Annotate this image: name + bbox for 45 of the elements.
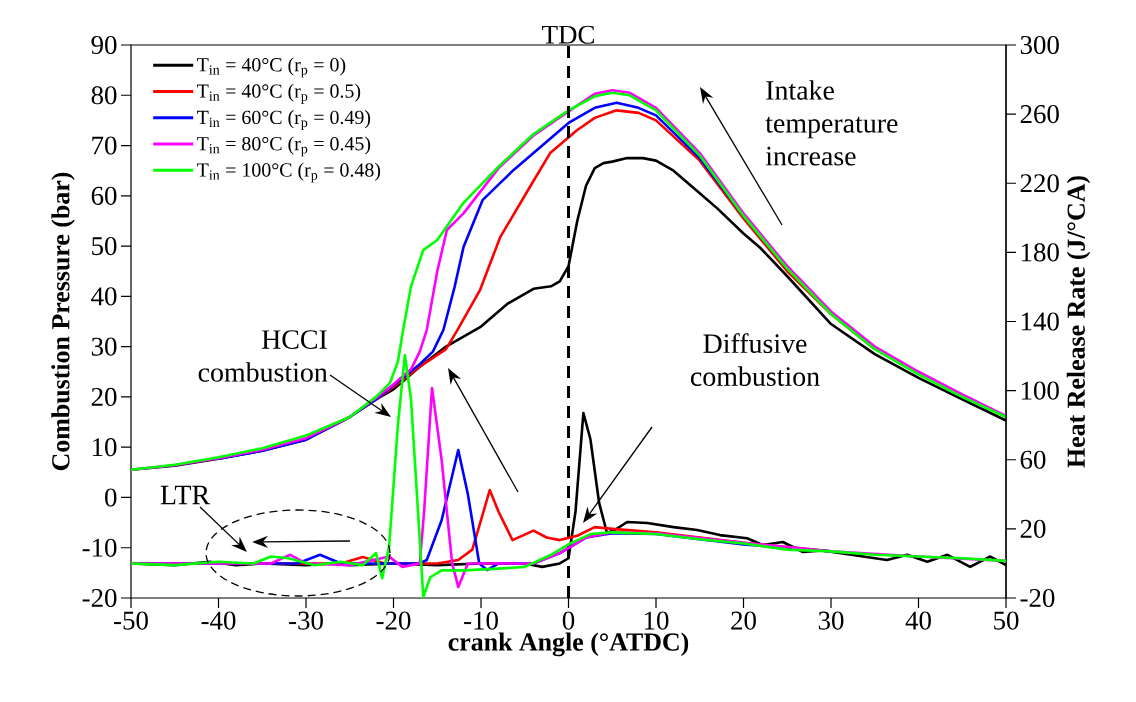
x-tick-label: 30 [818, 611, 844, 630]
ref-line-label: TDC [542, 25, 594, 44]
x-tick-label: -50 [114, 611, 148, 630]
x-tick-label: -30 [289, 611, 323, 630]
y2-tick-label: 180 [1021, 243, 1059, 262]
y-tick-label: 30 [91, 337, 117, 356]
x-tick-label: 10 [644, 611, 669, 630]
y-tick-label: 0 [105, 488, 117, 507]
legend-label: T$_{in}$ = 80°C (r$_{p}$ = 0.45) [197, 136, 371, 157]
annotation: LTR [160, 485, 211, 505]
y-tick-label: 40 [91, 287, 117, 306]
x-tick-label: 0 [562, 611, 575, 630]
y2-tick-label: 300 [1020, 35, 1059, 55]
y-tick-label: 50 [92, 237, 117, 256]
x-tick-label: -20 [376, 611, 411, 630]
y2-axis-title: Heat Release Rate (J/°CA) [1066, 176, 1091, 468]
annotation: Diffusive combustion [690, 333, 820, 386]
y-tick-label: -20 [82, 588, 117, 608]
y2-tick-label: 20 [1020, 519, 1046, 538]
y-tick-label: 70 [92, 136, 117, 155]
y2-tick-label: 60 [1020, 450, 1046, 469]
y2-tick-label: 260 [1020, 105, 1059, 124]
y2-tick-label: 220 [1020, 174, 1059, 193]
annotation: HCCI combustion [198, 330, 328, 382]
x-tick-label: -10 [464, 611, 498, 630]
legend-label: T$_{in}$ = 40°C (r$_{p}$ = 0.5) [197, 83, 361, 104]
legend-label: T$_{in}$ = 100°C (r$_{p}$ = 0.48) [197, 162, 381, 183]
y-tick-label: 10 [92, 438, 117, 457]
legend-label: T$_{in}$ = 60°C (r$_{p}$ = 0.49) [197, 110, 371, 130]
x-tick-label: 50 [994, 611, 1019, 630]
y-axis-title: Combustion Pressure (bar) [51, 172, 75, 471]
x-axis-title: crank Angle (°ATDC) [448, 632, 689, 657]
y-tick-label: 90 [91, 35, 117, 55]
y2-tick-label: 100 [1021, 381, 1059, 400]
y2-tick-label: -20 [1020, 588, 1055, 608]
x-tick-label: 40 [905, 611, 931, 630]
legend-label: T$_{in}$ = 40°C (r$_{p}$ = 0) [197, 57, 346, 78]
x-tick-label: 20 [731, 611, 756, 630]
x-tick-label: -40 [201, 611, 236, 630]
y-tick-label: -10 [82, 538, 117, 557]
y-tick-label: 20 [91, 387, 117, 406]
y-tick-label: 80 [91, 86, 117, 105]
y-tick-label: 60 [91, 186, 117, 205]
y2-tick-label: 140 [1021, 312, 1059, 331]
annotation: Intake temperature increase [765, 80, 898, 166]
